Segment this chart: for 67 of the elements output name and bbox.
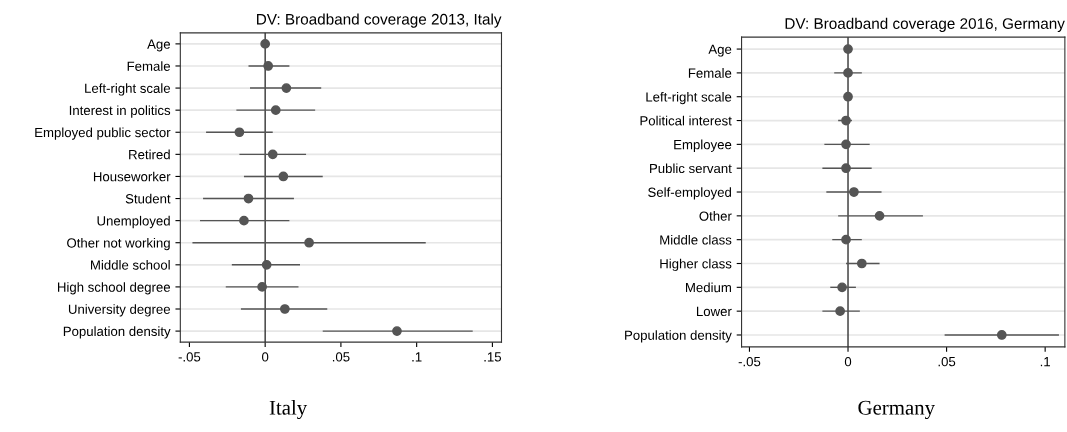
point: [281, 83, 292, 93]
point: [304, 237, 314, 248]
point: [257, 282, 267, 292]
chart-title: DV: Broadband coverage 2013, Italy: [257, 13, 502, 28]
chart-title: DV: Broadband coverage 2016, Germany: [785, 17, 1065, 32]
point: [279, 304, 290, 314]
y-tick-label: High school degree: [58, 282, 171, 295]
point: [841, 115, 851, 126]
x-tick-label: .15: [484, 352, 502, 362]
y-tick-label: Other: [699, 211, 732, 221]
y-tick-label: Female: [127, 61, 171, 71]
y-tick-label: Employed public sector: [35, 127, 171, 140]
point: [843, 68, 853, 78]
y-tick-label: Age: [147, 39, 171, 52]
y-tick-label: Left-right scale: [85, 83, 171, 96]
point: [234, 127, 245, 138]
x-tick-label: .05: [332, 352, 350, 362]
y-tick-label: Unemployed: [97, 215, 170, 229]
x-tick-label: .1: [1040, 357, 1051, 367]
point: [841, 163, 851, 174]
x-tick-label: -.05: [178, 352, 201, 362]
y-tick-label: Population density: [63, 326, 171, 339]
y-tick-label: Political interest: [640, 115, 732, 126]
y-tick-label: Employee: [674, 139, 732, 152]
point: [392, 326, 402, 336]
x-tick-label: -.05: [738, 356, 761, 367]
x-tick-label: 0: [844, 356, 852, 367]
text: Germany: [858, 400, 935, 420]
point: [849, 187, 859, 197]
y-tick-label: Lower: [696, 306, 732, 317]
y-tick-label: Higher class: [660, 258, 732, 272]
y-tick-label: Female: [688, 68, 732, 78]
point: [263, 61, 274, 71]
point: [996, 330, 1007, 340]
y-tick-label: Population density: [625, 330, 732, 343]
point: [243, 193, 254, 204]
point: [270, 105, 281, 116]
point: [260, 39, 271, 49]
y-tick-label: Houseworker: [93, 171, 171, 182]
y-tick-label: Student: [125, 193, 171, 204]
y-tick-label: Age: [708, 44, 732, 57]
point: [841, 234, 851, 245]
y-tick-label: University degree: [68, 304, 171, 317]
y-tick-label: Middle school: [91, 260, 170, 270]
y-tick-label: Middle class: [660, 234, 732, 245]
point: [843, 91, 853, 102]
x-tick-label: 0: [262, 352, 269, 362]
point: [841, 139, 851, 150]
y-tick-label: Other not working: [67, 237, 170, 251]
point: [278, 171, 289, 182]
x-tick-label: .05: [938, 356, 956, 367]
x-tick-label: .1: [412, 352, 422, 362]
y-tick-label: Interest in politics: [69, 105, 171, 118]
point: [856, 258, 867, 269]
point: [239, 215, 249, 226]
point: [267, 149, 278, 160]
y-tick-label: Left-right scale: [646, 91, 732, 105]
point: [843, 44, 853, 54]
point: [837, 282, 847, 293]
y-tick-label: Retired: [129, 149, 170, 160]
y-tick-label: Medium: [686, 282, 731, 293]
y-tick-label: Self-employed: [648, 187, 731, 200]
text: Italy: [269, 400, 308, 420]
point: [261, 259, 272, 270]
point: [835, 306, 845, 317]
point: [874, 210, 885, 221]
y-tick-label: Public servant: [650, 163, 732, 174]
